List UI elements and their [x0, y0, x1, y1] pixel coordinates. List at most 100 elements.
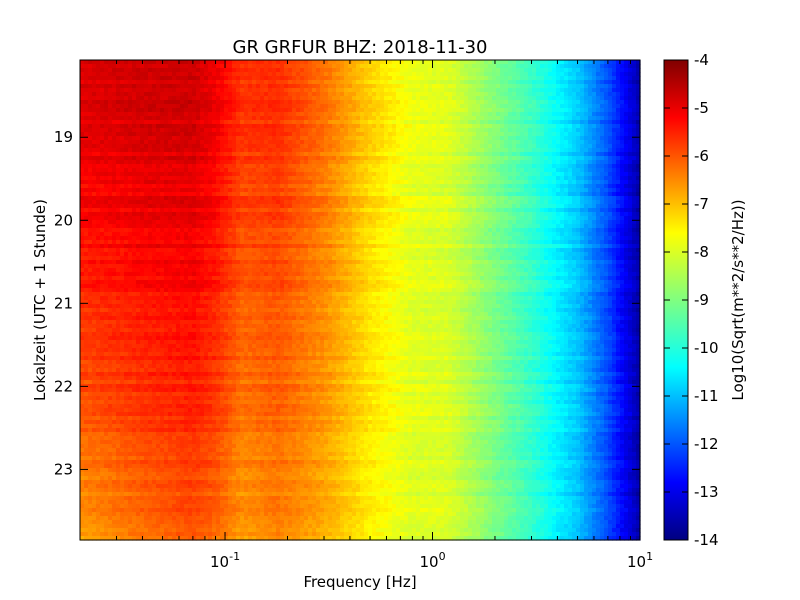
heatmap-cell [456, 176, 461, 181]
heatmap-cell [84, 168, 89, 173]
heatmap-cell [512, 172, 517, 177]
heatmap-cell [96, 80, 101, 85]
heatmap-cell [372, 148, 377, 153]
heatmap-cell [124, 60, 129, 65]
heatmap-cell [312, 72, 317, 77]
heatmap-cell [144, 96, 149, 101]
heatmap-cell [168, 144, 173, 149]
heatmap-cell [112, 140, 117, 145]
heatmap-cell [400, 60, 405, 65]
heatmap-cell [272, 100, 277, 105]
heatmap-cell [556, 132, 561, 137]
heatmap-cell [192, 88, 197, 93]
heatmap-cell [520, 104, 525, 109]
heatmap-cell [96, 84, 101, 89]
heatmap-cell [348, 200, 353, 205]
heatmap-cell [480, 96, 485, 101]
heatmap-cell [196, 96, 201, 101]
heatmap-cell [252, 152, 257, 157]
heatmap-cell [568, 188, 573, 193]
heatmap-cell [332, 64, 337, 69]
heatmap-cell [344, 164, 349, 169]
heatmap-cell [472, 168, 477, 173]
heatmap-cell [168, 68, 173, 73]
heatmap-cell [452, 164, 457, 169]
heatmap-cell [632, 92, 637, 97]
heatmap-cell [180, 96, 185, 101]
heatmap-cell [596, 96, 601, 101]
heatmap-cell [364, 148, 369, 153]
heatmap-cell [172, 80, 177, 85]
heatmap-cell [120, 168, 125, 173]
heatmap-cell [420, 60, 425, 65]
heatmap-cell [412, 100, 417, 105]
heatmap-cell [620, 64, 625, 69]
heatmap-cell [192, 120, 197, 125]
heatmap-cell [552, 108, 557, 113]
heatmap-cell [460, 80, 465, 85]
heatmap-cell [360, 136, 365, 141]
heatmap-cell [396, 160, 401, 165]
heatmap-cell [288, 132, 293, 137]
heatmap-cell [304, 100, 309, 105]
heatmap-cell [532, 60, 537, 65]
heatmap-cell [356, 64, 361, 69]
heatmap-cell [264, 176, 269, 181]
heatmap-cell [84, 72, 89, 77]
heatmap-cell [200, 148, 205, 153]
heatmap-cell [592, 92, 597, 97]
heatmap-cell [132, 168, 137, 173]
heatmap-cell [196, 104, 201, 109]
heatmap-cell [80, 116, 85, 121]
heatmap-cell [464, 136, 469, 141]
heatmap-cell [516, 160, 521, 165]
heatmap-cell [240, 104, 245, 109]
heatmap-cell [376, 72, 381, 77]
heatmap-cell [600, 92, 605, 97]
heatmap-cell [280, 116, 285, 121]
heatmap-cell [572, 192, 577, 197]
heatmap-cell [600, 108, 605, 113]
heatmap-cell [516, 124, 521, 129]
heatmap-cell [464, 184, 469, 189]
heatmap-cell [216, 188, 221, 193]
heatmap-cell [604, 188, 609, 193]
heatmap-cell [472, 84, 477, 89]
heatmap-cell [360, 88, 365, 93]
heatmap-cell [108, 188, 113, 193]
heatmap-cell [88, 112, 93, 117]
heatmap-cell [132, 164, 137, 169]
heatmap-cell [180, 72, 185, 77]
heatmap-cell [544, 192, 549, 197]
heatmap-cell [492, 68, 497, 73]
heatmap-cell [376, 124, 381, 129]
heatmap-cell [108, 64, 113, 69]
heatmap-cell [376, 180, 381, 185]
heatmap-cell [344, 152, 349, 157]
heatmap-cell [104, 160, 109, 165]
heatmap-cell [184, 84, 189, 89]
heatmap-cell [80, 200, 85, 205]
heatmap-cell [472, 148, 477, 153]
heatmap-cell [288, 148, 293, 153]
heatmap-cell [444, 152, 449, 157]
heatmap-cell [532, 132, 537, 137]
heatmap-cell [536, 140, 541, 145]
heatmap-cell [244, 72, 249, 77]
heatmap-cell [448, 172, 453, 177]
heatmap-cell [420, 68, 425, 73]
heatmap-cell [608, 192, 613, 197]
heatmap-cell [620, 104, 625, 109]
heatmap-cell [376, 192, 381, 197]
heatmap-cell [272, 76, 277, 81]
heatmap-cell [300, 140, 305, 145]
heatmap-cell [120, 76, 125, 81]
heatmap-cell [556, 100, 561, 105]
heatmap-cell [608, 176, 613, 181]
heatmap-cell [344, 108, 349, 113]
heatmap-cell [608, 84, 613, 89]
heatmap-cell [204, 128, 209, 133]
heatmap-cell [380, 172, 385, 177]
heatmap-cell [236, 76, 241, 81]
heatmap-cell [576, 104, 581, 109]
